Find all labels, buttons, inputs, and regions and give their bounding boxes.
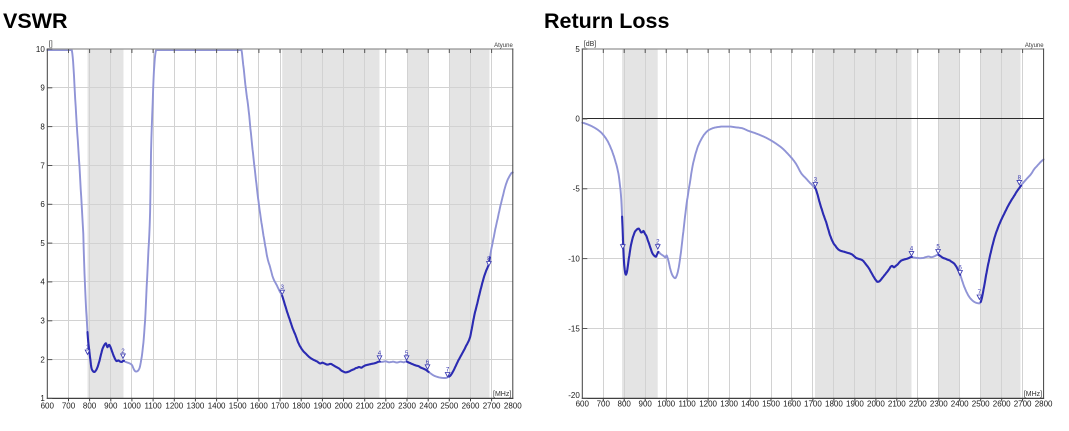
- svg-text:1400: 1400: [208, 401, 226, 410]
- svg-text:10: 10: [36, 45, 45, 54]
- svg-text:800: 800: [83, 401, 97, 410]
- svg-text:1600: 1600: [783, 400, 801, 409]
- svg-text:8: 8: [487, 256, 491, 263]
- svg-text:800: 800: [618, 400, 632, 409]
- svg-text:5: 5: [405, 350, 409, 357]
- svg-text:2700: 2700: [1014, 400, 1032, 409]
- svg-text:2600: 2600: [462, 401, 480, 410]
- svg-text:1300: 1300: [720, 400, 738, 409]
- svg-text:2800: 2800: [1035, 400, 1053, 409]
- svg-text:6: 6: [426, 359, 430, 366]
- svg-text:[MHz]: [MHz]: [1024, 391, 1042, 398]
- svg-text:2800: 2800: [504, 401, 522, 410]
- svg-text:Atyune: Atyune: [494, 43, 513, 49]
- svg-text:7: 7: [446, 367, 450, 374]
- svg-text:2200: 2200: [377, 401, 395, 410]
- svg-text:Atyune: Atyune: [1025, 43, 1044, 49]
- svg-text:-10: -10: [568, 254, 580, 263]
- svg-text:4: 4: [910, 246, 914, 253]
- svg-text:2100: 2100: [356, 401, 374, 410]
- svg-text:1200: 1200: [165, 401, 183, 410]
- svg-text:900: 900: [104, 401, 118, 410]
- svg-text:1900: 1900: [846, 400, 864, 409]
- svg-text:600: 600: [41, 401, 55, 410]
- svg-text:[MHz]: [MHz]: [493, 391, 511, 398]
- svg-text:2000: 2000: [335, 401, 353, 410]
- svg-text:1000: 1000: [657, 400, 675, 409]
- svg-text:1: 1: [621, 239, 625, 246]
- svg-text:-15: -15: [568, 324, 580, 333]
- svg-text:6: 6: [958, 265, 962, 272]
- svg-text:1: 1: [86, 344, 90, 351]
- svg-text:9: 9: [40, 84, 45, 93]
- svg-text:2: 2: [40, 355, 45, 364]
- svg-text:5: 5: [575, 45, 580, 54]
- svg-text:0: 0: [575, 115, 580, 124]
- svg-text:8: 8: [1018, 174, 1022, 181]
- svg-text:Return Loss: Return Loss: [544, 9, 669, 33]
- svg-text:1800: 1800: [292, 401, 310, 410]
- svg-text:700: 700: [62, 401, 76, 410]
- svg-text:VSWR: VSWR: [3, 9, 68, 33]
- svg-text:[dB]: [dB]: [584, 41, 597, 48]
- svg-text:5: 5: [936, 244, 940, 251]
- svg-text:1200: 1200: [699, 400, 717, 409]
- svg-text:1800: 1800: [825, 400, 843, 409]
- svg-text:4: 4: [40, 278, 45, 287]
- svg-text:1500: 1500: [762, 400, 780, 409]
- svg-text:-20: -20: [568, 391, 580, 400]
- svg-text:3: 3: [40, 317, 45, 326]
- svg-text:2: 2: [121, 348, 125, 355]
- svg-text:1600: 1600: [250, 401, 268, 410]
- svg-text:2400: 2400: [951, 400, 969, 409]
- svg-text:8: 8: [40, 122, 45, 131]
- svg-text:1100: 1100: [678, 400, 696, 409]
- svg-text:1700: 1700: [804, 400, 822, 409]
- svg-text:2500: 2500: [440, 401, 458, 410]
- svg-text:1700: 1700: [271, 401, 289, 410]
- svg-text:7: 7: [40, 161, 45, 170]
- svg-text:2600: 2600: [993, 400, 1011, 409]
- svg-text:[]: []: [49, 41, 53, 48]
- svg-text:900: 900: [639, 400, 653, 409]
- svg-text:2000: 2000: [867, 400, 885, 409]
- svg-text:6: 6: [40, 200, 45, 209]
- svg-text:2: 2: [656, 239, 660, 246]
- svg-text:2200: 2200: [909, 400, 927, 409]
- svg-text:3: 3: [280, 284, 284, 291]
- svg-text:2300: 2300: [930, 400, 948, 409]
- svg-text:2700: 2700: [483, 401, 501, 410]
- svg-text:4: 4: [378, 350, 382, 357]
- svg-text:1100: 1100: [144, 401, 162, 410]
- svg-text:3: 3: [814, 177, 818, 184]
- svg-text:2300: 2300: [398, 401, 416, 410]
- svg-text:2400: 2400: [419, 401, 437, 410]
- svg-text:1: 1: [40, 394, 45, 403]
- svg-text:1000: 1000: [123, 401, 141, 410]
- svg-text:2100: 2100: [888, 400, 906, 409]
- svg-text:600: 600: [576, 400, 590, 409]
- svg-text:1400: 1400: [741, 400, 759, 409]
- svg-text:700: 700: [597, 400, 611, 409]
- svg-text:5: 5: [40, 239, 45, 248]
- svg-text:1900: 1900: [314, 401, 332, 410]
- svg-text:1300: 1300: [187, 401, 205, 410]
- svg-text:1500: 1500: [229, 401, 247, 410]
- svg-text:7: 7: [978, 289, 982, 296]
- svg-text:-5: -5: [573, 185, 581, 194]
- svg-text:2500: 2500: [972, 400, 990, 409]
